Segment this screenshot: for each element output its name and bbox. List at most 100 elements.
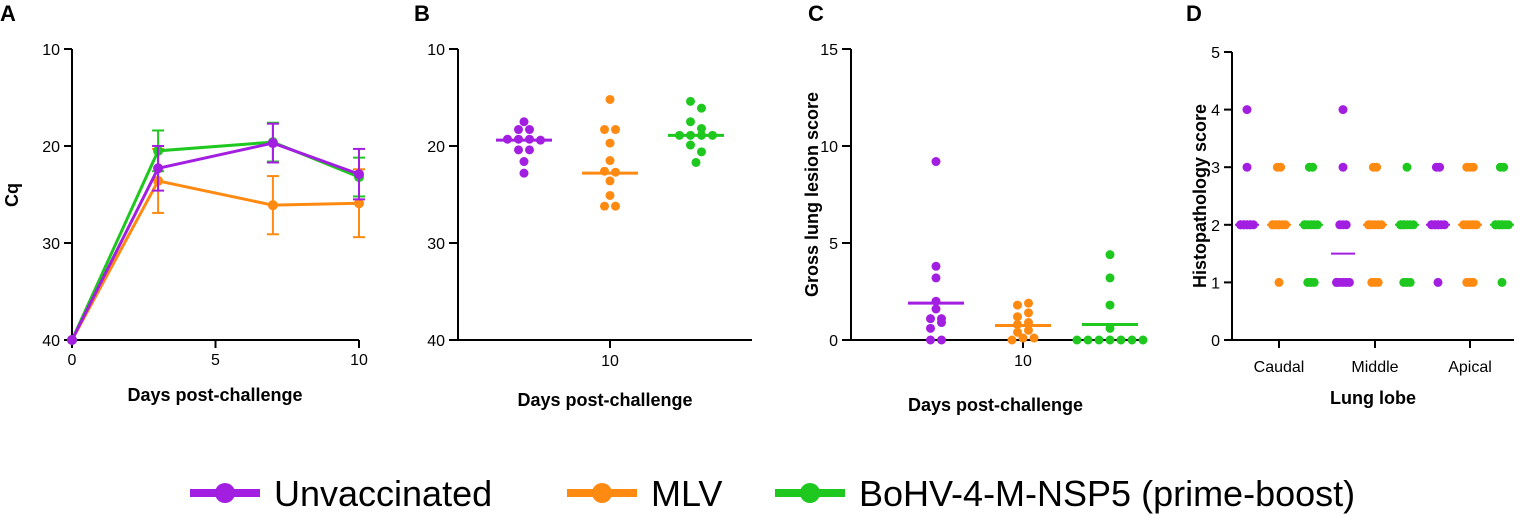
data-point [536,135,545,145]
data-point [600,201,609,211]
data-point [675,130,684,140]
data-point [1405,277,1415,287]
y-tick-label: 10 [42,42,60,59]
data-point [1024,308,1033,318]
panel-d: D 0 1 2 3 4 5 Caudal Middle Apical Lung lobe Histop… [1186,1,1514,408]
data-point [1083,335,1093,345]
data-point [686,117,695,127]
y-tick-label: 0 [1211,333,1220,350]
series-line [70,140,360,341]
data-point [354,198,364,209]
data-point [1072,335,1082,345]
data-point [926,323,935,333]
data-point [1276,162,1286,172]
x-tick-label: 0 [68,352,77,369]
data-point [519,168,529,178]
data-point [931,157,941,167]
panel-b: B 10 20 30 40 10 Days post-challenge [414,1,752,410]
y-tick-label: 10 [427,42,445,59]
data-point [1242,162,1252,172]
legend-label: BoHV-4-M-NSP5 (prime-boost) [859,473,1355,514]
data-point [1138,335,1148,345]
data-point [525,125,534,135]
y-axis-title: Gross lung lesion score [802,92,822,297]
x-tick-label: 10 [601,353,619,370]
data-point [1497,277,1507,287]
data-point [267,200,278,211]
legend-swatch-marker [592,483,612,503]
data-point [611,167,620,177]
series-bohv-4-m-nsp5-prime-boost [1299,162,1514,287]
legend-label: Unvaccinated [274,473,492,514]
data-point [354,169,364,180]
data-point [1024,318,1033,328]
data-point [1105,300,1115,310]
data-point [1018,333,1028,343]
data-point [519,157,529,167]
data-point [153,163,164,174]
y-tick-label: 20 [42,139,60,156]
data-point [926,335,935,345]
y-tick-label: 1 [1211,275,1220,292]
series-line [70,179,360,341]
series-mlv [67,147,365,345]
data-point [1435,162,1445,172]
data-point [1332,277,1342,287]
data-point [1024,298,1033,308]
x-tick-label: Middle [1351,359,1398,376]
data-point [1105,335,1115,345]
data-point [267,138,278,149]
data-point [514,134,523,144]
y-tick-label: 2 [1211,218,1220,235]
data-point [1372,162,1382,172]
data-point [1274,277,1284,287]
x-tick-label: 5 [211,352,220,369]
series-unvaccinated [67,122,365,345]
data-point [697,124,706,134]
data-point [697,103,706,113]
data-point [931,273,941,283]
legend-item-mlv: MLV [567,473,722,514]
x-tick-label: 10 [350,352,368,369]
data-point [937,314,946,324]
data-point [611,125,620,135]
y-tick-label: 40 [42,333,60,350]
data-point [691,157,701,167]
data-point [686,140,695,150]
data-point [1402,162,1412,172]
data-point [686,96,695,106]
y-tick-label: 4 [1211,103,1220,120]
data-point [519,117,529,127]
data-point [1013,300,1022,310]
y-tick-label: 3 [1211,160,1220,177]
data-point [686,130,695,140]
legend-swatch-marker [215,483,235,503]
series-mlv [582,94,638,211]
panel-c: C 0 5 10 15 10 Days post-challenge Gross lung l… [802,1,1148,415]
legend-label: MLV [651,473,722,514]
series-unvaccinated [908,157,964,345]
data-point [1344,277,1354,287]
data-point [1338,162,1348,172]
legend: Unvaccinated MLV BoHV-4-M-NSP5 (prime-boos… [190,473,1355,514]
data-point [600,125,609,135]
y-axis-title: Histopathology score [1190,104,1210,288]
data-point [1013,327,1022,337]
x-axis-title: Days post-challenge [127,385,302,405]
data-point [1338,105,1348,115]
data-point [1024,325,1033,335]
data-point [1116,335,1126,345]
panel-letter: D [1186,1,1202,26]
series-bohv-4-m-nsp5-prime-boost [1072,250,1148,345]
x-tick-label: Caudal [1254,359,1305,376]
data-point [931,261,941,271]
data-point [514,145,523,155]
data-point [1029,333,1039,343]
series-line [70,141,360,341]
data-point [605,176,615,186]
y-axis-title: Cq [2,183,22,207]
data-point [611,201,620,211]
series-unvaccinated [1235,105,1450,287]
y-tick-label: 15 [820,42,838,59]
